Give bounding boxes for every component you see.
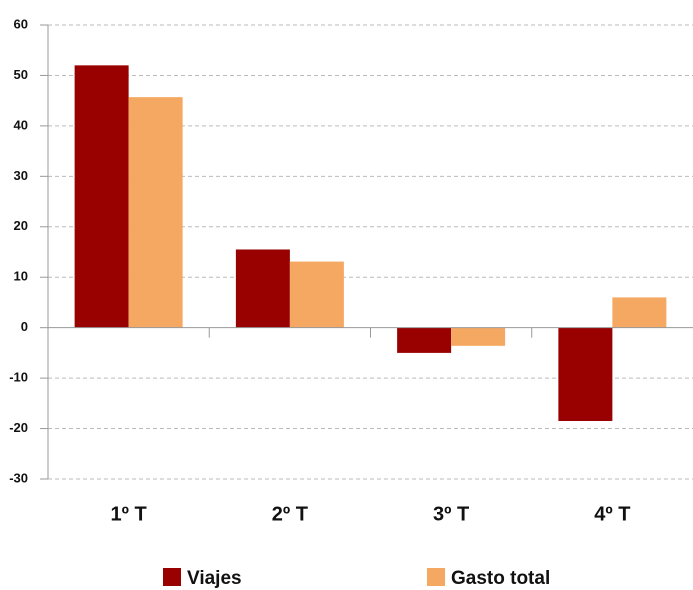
x-tick-label: 1º T: [111, 503, 147, 525]
bar: [612, 297, 667, 328]
bar: [128, 97, 183, 328]
legend-swatch: [163, 568, 181, 586]
legend-label: Viajes: [187, 568, 242, 589]
y-tick-label: -30: [9, 470, 28, 485]
bar: [558, 327, 613, 421]
y-tick-label: 30: [14, 168, 28, 183]
legend-swatch: [427, 568, 445, 586]
bar: [397, 327, 452, 353]
y-tick-label: 50: [14, 67, 28, 82]
bar: [289, 261, 344, 328]
y-tick-label: 60: [14, 16, 28, 31]
y-tick-label: 10: [14, 269, 28, 284]
y-tick-label: 0: [21, 319, 28, 334]
y-tick-label: 40: [14, 117, 28, 132]
bar: [74, 65, 129, 328]
y-tick-label: -20: [9, 420, 28, 435]
x-tick-label: 3º T: [433, 503, 469, 525]
bar: [451, 327, 506, 346]
x-tick-label: 4º T: [594, 503, 630, 525]
y-tick-label: -10: [9, 370, 28, 385]
bar: [235, 249, 290, 328]
legend-label: Gasto total: [451, 568, 550, 589]
x-tick-label: 2º T: [272, 503, 308, 525]
y-tick-label: 20: [14, 218, 28, 233]
